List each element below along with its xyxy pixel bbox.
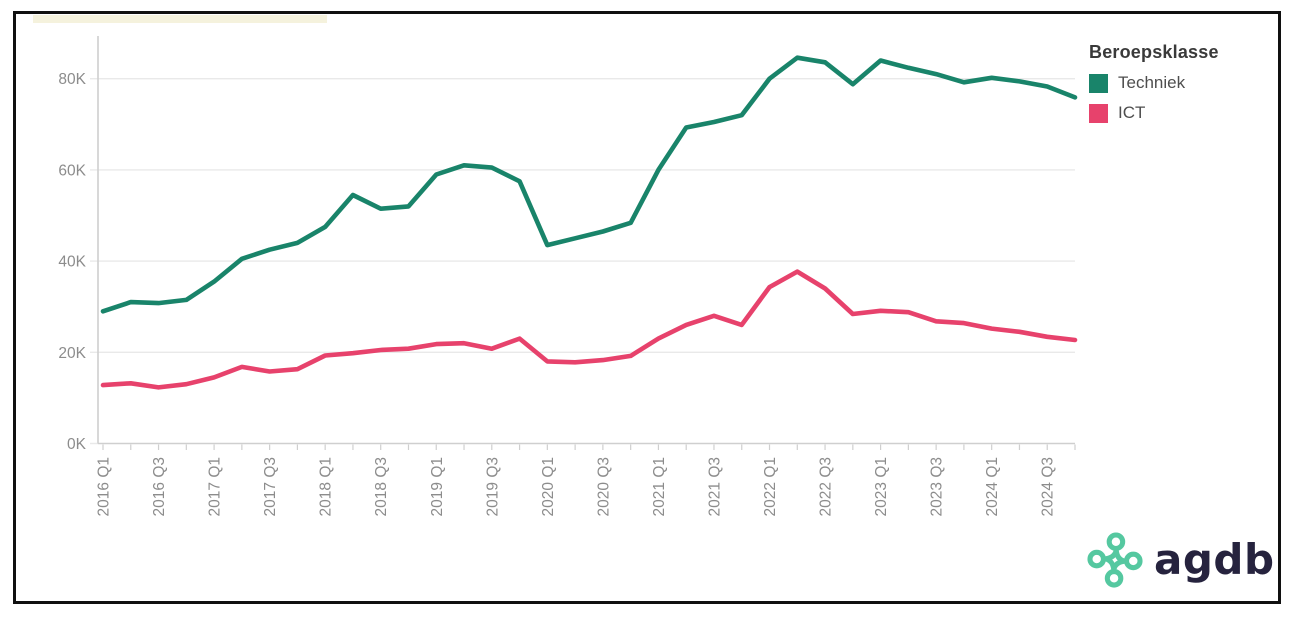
- techniek-swatch: [1089, 73, 1108, 93]
- svg-text:2024 Q3: 2024 Q3: [1040, 457, 1057, 516]
- series-line-techniek[interactable]: [100, 55, 1078, 314]
- chart-outer-frame: [13, 11, 1281, 604]
- legend-label-ict: ICT: [1118, 103, 1146, 122]
- svg-text:20K: 20K: [58, 345, 86, 362]
- axes: [97, 36, 1075, 445]
- agdb-logo-icon: [1085, 532, 1145, 593]
- title-highlight-bar: [33, 15, 327, 23]
- svg-text:2017 Q1: 2017 Q1: [207, 457, 224, 516]
- svg-text:2023 Q1: 2023 Q1: [873, 457, 890, 516]
- svg-text:2017 Q3: 2017 Q3: [262, 457, 279, 516]
- legend-label-techniek: Techniek: [1118, 73, 1186, 92]
- svg-text:2019 Q3: 2019 Q3: [484, 457, 501, 516]
- ict-swatch: [1089, 103, 1108, 123]
- svg-text:2021 Q1: 2021 Q1: [651, 457, 668, 516]
- svg-text:2024 Q1: 2024 Q1: [984, 457, 1001, 516]
- svg-text:0K: 0K: [67, 436, 87, 453]
- svg-text:2018 Q1: 2018 Q1: [318, 457, 335, 516]
- x-ticks: [102, 444, 1076, 450]
- legend-item-ict[interactable]: ICT: [1089, 103, 1219, 123]
- svg-text:2022 Q3: 2022 Q3: [818, 457, 835, 516]
- series-line-ict[interactable]: [100, 269, 1078, 390]
- svg-text:2023 Q3: 2023 Q3: [929, 457, 946, 516]
- y-tick-labels: 0K 20K 40K 60K 80K: [58, 71, 86, 453]
- agdb-logo-text: agdb: [1154, 535, 1275, 584]
- y-gridlines: [90, 77, 1075, 445]
- svg-text:2018 Q3: 2018 Q3: [373, 457, 390, 516]
- legend-item-techniek[interactable]: Techniek: [1089, 73, 1219, 93]
- svg-text:2016 Q1: 2016 Q1: [96, 457, 113, 516]
- svg-text:80K: 80K: [58, 71, 86, 88]
- svg-text:40K: 40K: [58, 254, 86, 271]
- svg-text:2022 Q1: 2022 Q1: [762, 457, 779, 516]
- svg-text:2019 Q1: 2019 Q1: [429, 457, 446, 516]
- agdb-logo: agdb: [1085, 527, 1275, 593]
- legend: Beroepsklasse Techniek ICT: [1089, 42, 1219, 123]
- svg-text:2021 Q3: 2021 Q3: [706, 457, 723, 516]
- legend-title: Beroepsklasse: [1089, 42, 1219, 62]
- svg-text:60K: 60K: [58, 162, 86, 179]
- x-tick-labels: 2016 Q1 2016 Q3 2017 Q1 2017 Q3 2018 Q1 2018 …: [96, 457, 1057, 516]
- svg-text:2016 Q3: 2016 Q3: [151, 457, 168, 516]
- svg-text:2020 Q1: 2020 Q1: [540, 457, 557, 516]
- svg-text:2020 Q3: 2020 Q3: [595, 457, 612, 516]
